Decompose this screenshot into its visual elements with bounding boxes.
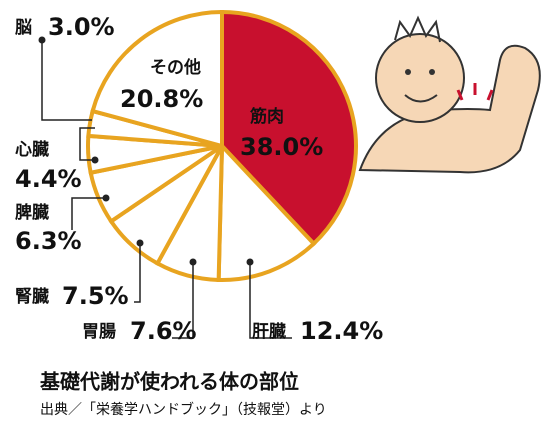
value-label: 4.4% bbox=[15, 165, 82, 193]
callout-dot bbox=[136, 239, 144, 247]
category-label: 肝臓 bbox=[252, 322, 286, 342]
pie-slice bbox=[220, 9, 358, 247]
callout-line bbox=[249, 262, 292, 339]
category-label: 脾臓 bbox=[15, 202, 49, 223]
value-label: 6.3% bbox=[15, 227, 82, 255]
category-label: 腎臓 bbox=[15, 287, 49, 307]
category-label: 心臓 bbox=[15, 140, 49, 160]
callout-line bbox=[79, 127, 95, 161]
callout-line bbox=[172, 262, 194, 339]
value-label: 3.0% bbox=[48, 13, 115, 41]
value-label: 20.8% bbox=[120, 85, 203, 113]
callout-line bbox=[71, 197, 106, 230]
chart-title: 基礎代謝が使われる体の部位 bbox=[40, 370, 299, 394]
value-label: 7.6% bbox=[130, 317, 197, 345]
category-label: 脳 bbox=[15, 18, 32, 38]
category-label: 筋肉 bbox=[249, 106, 284, 127]
chart-subtitle: 出典／「栄養学ハンドブック」（技報堂）より bbox=[40, 401, 327, 418]
category-label: 胃腸 bbox=[82, 322, 116, 342]
callout-line bbox=[41, 40, 92, 121]
value-label: 7.5% bbox=[62, 282, 129, 310]
callout-dot bbox=[38, 36, 46, 44]
callout-dot bbox=[189, 258, 197, 266]
callout-line bbox=[134, 243, 141, 303]
illustration bbox=[358, 15, 541, 174]
pie-slice bbox=[90, 9, 224, 149]
callout-dot bbox=[91, 156, 99, 164]
value-label: 38.0% bbox=[240, 133, 323, 161]
category-label: その他 bbox=[150, 57, 201, 78]
pie-slice bbox=[216, 141, 317, 282]
callout-dot bbox=[246, 258, 254, 266]
callout-dot bbox=[102, 194, 110, 202]
value-label: 12.4% bbox=[300, 317, 383, 345]
